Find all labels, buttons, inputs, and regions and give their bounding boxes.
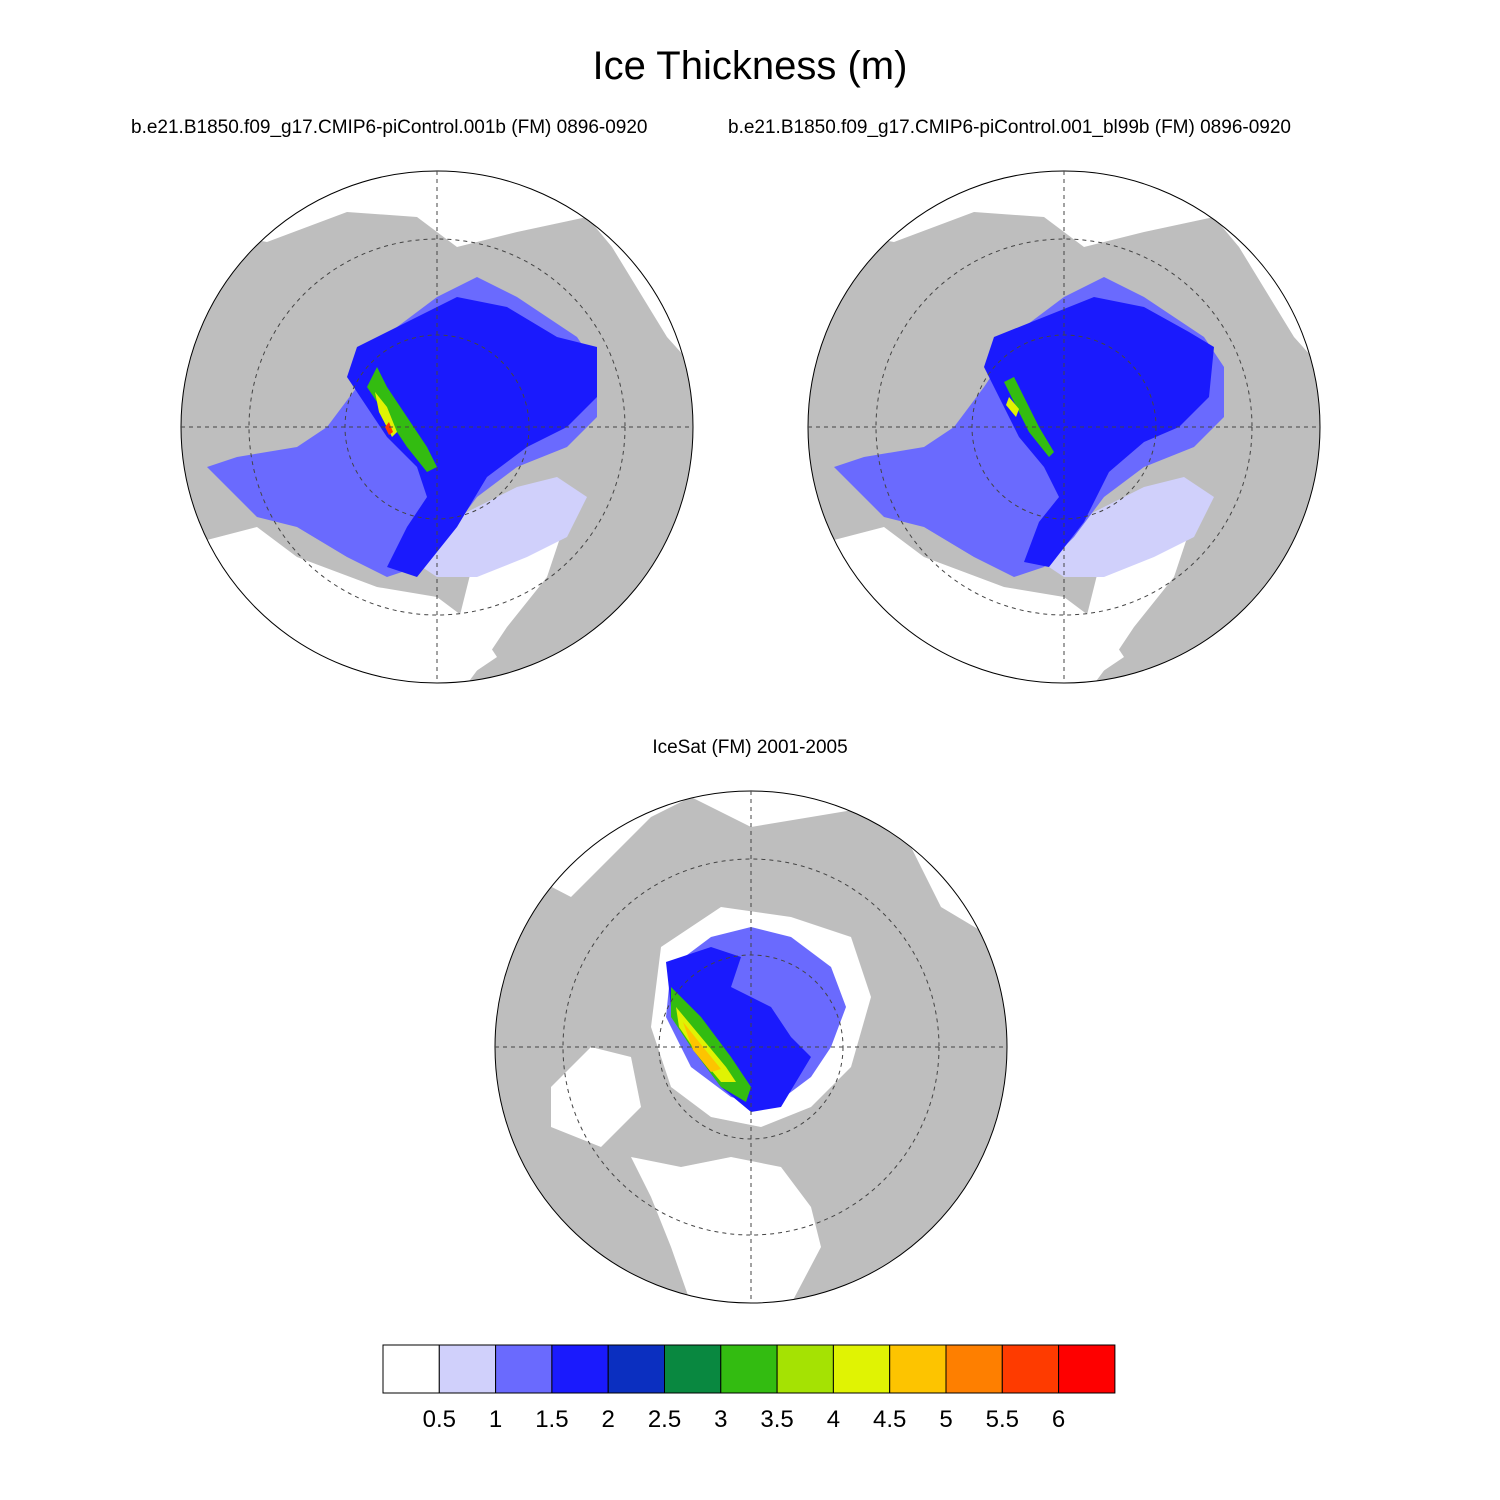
- ocean-north-atlantic: [808, 171, 1320, 367]
- polar-map-model-b: [180, 170, 694, 684]
- ice-ridge-orange: [683, 1022, 721, 1072]
- panel-2-title: b.e21.B1850.f09_g17.CMIP6-piControl.001_…: [728, 117, 1291, 138]
- ice-ridge-green: [367, 367, 437, 472]
- colorbar-label: 4.5: [873, 1406, 907, 1433]
- colorbar-label: 4: [826, 1406, 841, 1433]
- ocean-pacific-lower: [631, 1157, 821, 1303]
- colorbar-swatch: [945, 1344, 1003, 1394]
- ice-thick-blue: [984, 297, 1214, 567]
- ice-thick-blue: [666, 947, 811, 1112]
- ocean-north-atlantic: [495, 791, 1007, 947]
- colorbar-label: 3.5: [760, 1406, 794, 1433]
- colorbar-label: 3: [714, 1406, 728, 1433]
- panel-1-title: b.e21.B1850.f09_g17.CMIP6-piControl.001b…: [131, 117, 648, 138]
- colorbar-swatch: [551, 1344, 609, 1394]
- colorbar: [382, 1344, 1116, 1394]
- polar-map-model-bl99b: [807, 170, 1321, 684]
- colorbar-swatch: [832, 1344, 891, 1394]
- colorbar-label: 2.5: [647, 1406, 682, 1433]
- colorbar-swatch: [382, 1344, 440, 1394]
- colorbar-swatch: [1058, 1344, 1116, 1394]
- colorbar-label: 5: [939, 1406, 953, 1433]
- colorbar-swatch: [776, 1344, 834, 1394]
- colorbar-label: 6: [1051, 1406, 1066, 1433]
- ice-ridge-red: [385, 422, 393, 435]
- ice-ridge-yellow: [676, 1007, 736, 1082]
- colorbar-swatch: [889, 1344, 947, 1394]
- colorbar-swatch: [438, 1344, 497, 1394]
- colorbar-label: 1: [488, 1406, 503, 1433]
- ice-ridge-yellow: [1006, 397, 1019, 417]
- colorbar-label: 5.5: [985, 1406, 1019, 1433]
- graticule: [808, 171, 1320, 683]
- colorbar-swatch: [664, 1344, 722, 1394]
- graticule: [495, 791, 1007, 1303]
- colorbar-swatch: [1001, 1344, 1060, 1394]
- graticule: [181, 171, 693, 683]
- ice-ridge-green: [671, 987, 751, 1102]
- colorbar-label: 0.5: [422, 1406, 456, 1433]
- ice-ridge-green: [1004, 377, 1054, 457]
- ice-thick-blue: [347, 297, 597, 577]
- colorbar-swatch: [495, 1344, 553, 1394]
- panel-3-title: IceSat (FM) 2001-2005: [652, 737, 848, 758]
- colorbar-label: 1.5: [535, 1406, 569, 1433]
- figure-title: Ice Thickness (m): [592, 44, 908, 88]
- ocean-hudson-bay: [551, 1047, 641, 1147]
- colorbar-swatch: [720, 1344, 778, 1394]
- polar-map-icesat: [494, 790, 1008, 1304]
- ice-ridge-yellow: [375, 392, 397, 437]
- colorbar-swatch: [607, 1344, 665, 1394]
- ocean-north-atlantic: [181, 171, 693, 367]
- colorbar-label: 2: [601, 1406, 615, 1433]
